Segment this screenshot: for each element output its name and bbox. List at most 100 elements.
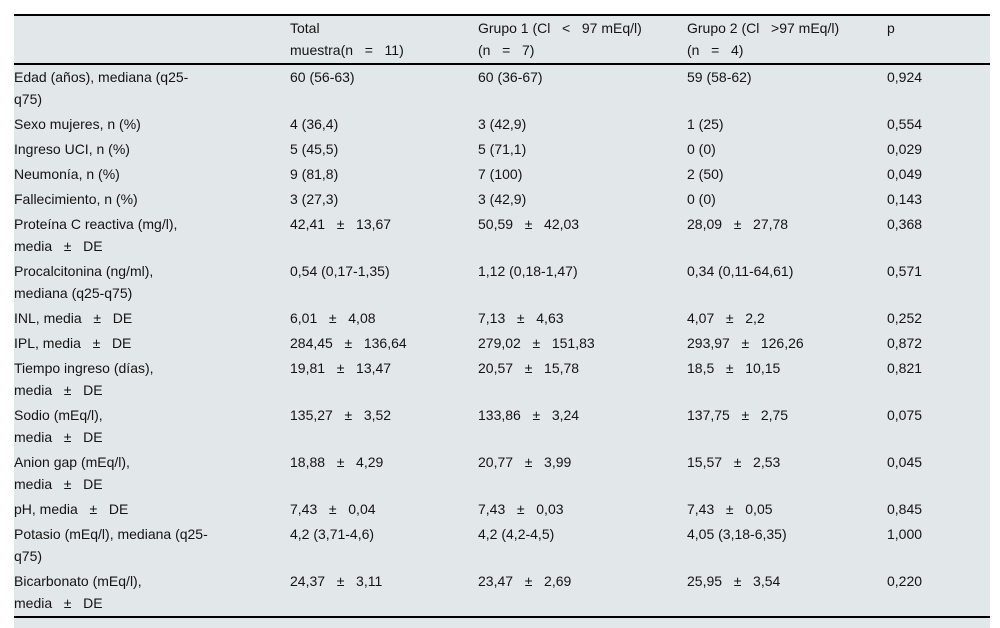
row-label-cell: Tiempo ingreso (días), media ± DE	[14, 360, 154, 398]
table-row: IPL, media ± DE 284,45 ± 136,64 279,02 ±…	[14, 331, 990, 356]
row-label-cell: Potasio (mEq/l), mediana (q25- q75)	[14, 526, 208, 564]
grupo1-cell: 4,2 (4,2-4,5)	[478, 526, 555, 542]
study-comparison-table: Total muestra(n = 11) Grupo 1 (Cl < 97 m…	[14, 16, 990, 618]
page: Total muestra(n = 11) Grupo 1 (Cl < 97 m…	[14, 14, 990, 628]
total-muestra-cell: 4 (36,4)	[290, 116, 339, 132]
table-body: Edad (años), mediana (q25- q75) 60 (56-6…	[14, 64, 990, 618]
table-row: Neumonía, n (%) 9 (81,8) 7 (100) 2 (50) …	[14, 162, 990, 187]
total-muestra-cell: 5 (45,5)	[290, 141, 339, 157]
grupo2-cell: 2 (50)	[687, 166, 724, 182]
total-muestra-cell: 6,01 ± 4,08	[290, 310, 376, 326]
grupo1-cell: 7,43 ± 0,03	[478, 501, 564, 517]
grupo1-cell: 23,47 ± 2,69	[478, 569, 687, 618]
total-muestra-cell: 135,27 ± 3,52	[290, 407, 392, 423]
grupo2-cell: 137,75 ± 2,75	[687, 407, 789, 423]
total-muestra-cell: 9 (81,8)	[290, 166, 339, 182]
table-row: Proteína C reactiva (mg/l), media ± DE 4…	[14, 212, 990, 259]
row-label-cell: Sexo mujeres, n (%)	[14, 116, 141, 132]
total-muestra-cell: 42,41 ± 13,67	[290, 216, 392, 232]
table-row: Tiempo ingreso (días), media ± DE 19,81 …	[14, 356, 990, 403]
grupo1-cell: 3 (42,9)	[478, 191, 527, 207]
p-value-cell: 0,143	[887, 191, 923, 207]
row-label-cell: Proteína C reactiva (mg/l), media ± DE	[14, 216, 178, 254]
row-label-cell: Ingreso UCI, n (%)	[14, 141, 130, 157]
row-label-cell: Fallecimiento, n (%)	[14, 191, 138, 207]
p-value-cell: 0,872	[887, 335, 923, 351]
p-value-cell: 0,075	[887, 407, 923, 423]
total-muestra-cell: 3 (27,3)	[290, 191, 339, 207]
row-label-cell: Sodio (mEq/l), media ± DE	[14, 407, 103, 445]
table-row: Edad (años), mediana (q25- q75) 60 (56-6…	[14, 64, 990, 112]
row-label-cell: Edad (años), mediana (q25- q75)	[14, 69, 189, 107]
p-value-cell: 0,924	[887, 69, 923, 85]
table-row: Fallecimiento, n (%) 3 (27,3) 3 (42,9) 0…	[14, 187, 990, 212]
grupo1-cell: 7 (100)	[478, 166, 523, 182]
grupo2-cell: 0 (0)	[687, 191, 716, 207]
row-label-cell: Bicarbonato (mEq/l), media ± DE	[14, 569, 290, 618]
p-value-cell: 0,368	[887, 216, 923, 232]
p-value-cell: 0,845	[887, 501, 923, 517]
grupo1-cell: 279,02 ± 151,83	[478, 335, 595, 351]
grupo1-cell: 5 (71,1)	[478, 141, 527, 157]
table-row: Bicarbonato (mEq/l), media ± DE 24,37 ± …	[14, 569, 990, 618]
total-muestra-cell: 4,2 (3,71-4,6)	[290, 526, 375, 542]
grupo2-cell: 18,5 ± 10,15	[687, 360, 781, 376]
grupo1-cell: 20,57 ± 15,78	[478, 360, 580, 376]
table-row: Procalcitonina (ng/ml), mediana (q25-q75…	[14, 259, 990, 306]
grupo2-cell: 293,97 ± 126,26	[687, 335, 804, 351]
grupo1-cell: 1,12 (0,18-1,47)	[478, 263, 578, 279]
table-header: Total muestra(n = 11) Grupo 1 (Cl < 97 m…	[14, 16, 990, 65]
row-label-cell: Procalcitonina (ng/ml), mediana (q25-q75…	[14, 263, 154, 301]
table-row: Sodio (mEq/l), media ± DE 135,27 ± 3,52 …	[14, 403, 990, 450]
grupo2-cell: 4,07 ± 2,2	[687, 310, 765, 326]
grupo1-cell: 133,86 ± 3,24	[478, 407, 580, 423]
study-comparison-table-wrap: Total muestra(n = 11) Grupo 1 (Cl < 97 m…	[14, 14, 990, 628]
table-row: pH, media ± DE 7,43 ± 0,04 7,43 ± 0,03 7…	[14, 497, 990, 522]
row-label-cell: Neumonía, n (%)	[14, 166, 120, 182]
table-row: Ingreso UCI, n (%) 5 (45,5) 5 (71,1) 0 (…	[14, 137, 990, 162]
grupo2-cell: 59 (58-62)	[687, 69, 752, 85]
total-muestra-cell: 284,45 ± 136,64	[290, 335, 407, 351]
p-value-cell: 0,220	[887, 569, 990, 618]
total-muestra-cell: 60 (56-63)	[290, 69, 355, 85]
grupo2-cell: 28,09 ± 27,78	[687, 216, 789, 232]
grupo1-cell: 50,59 ± 42,03	[478, 216, 580, 232]
header-total-muestra: Total muestra(n = 11)	[290, 16, 478, 65]
row-label-cell: INL, media ± DE	[14, 310, 133, 326]
table-row: Sexo mujeres, n (%) 4 (36,4) 3 (42,9) 1 …	[14, 112, 990, 137]
table-row: Anion gap (mEq/l), media ± DE 18,88 ± 4,…	[14, 450, 990, 497]
grupo2-cell: 0,34 (0,11-64,61)	[687, 263, 794, 279]
total-muestra-cell: 19,81 ± 13,47	[290, 360, 392, 376]
header-row: Total muestra(n = 11) Grupo 1 (Cl < 97 m…	[14, 16, 990, 65]
header-p-value: p	[887, 16, 990, 65]
grupo2-cell: 1 (25)	[687, 116, 724, 132]
header-grupo2: Grupo 2 (Cl >97 mEq/l) (n = 4)	[687, 16, 887, 65]
p-value-cell: 0,029	[887, 141, 923, 157]
row-label-cell: Anion gap (mEq/l), media ± DE	[14, 454, 130, 492]
row-label-cell: IPL, media ± DE	[14, 335, 132, 351]
header-grupo1: Grupo 1 (Cl < 97 mEq/l) (n = 7)	[478, 16, 687, 65]
total-muestra-cell: 24,37 ± 3,11	[290, 569, 478, 618]
p-value-cell: 0,252	[887, 310, 923, 326]
p-value-cell: 0,554	[887, 116, 923, 132]
grupo2-cell: 4,05 (3,18-6,35)	[687, 526, 787, 542]
row-label-cell: pH, media ± DE	[14, 501, 129, 517]
p-value-cell: 0,821	[887, 360, 923, 376]
grupo2-cell: 0 (0)	[687, 141, 716, 157]
grupo1-cell: 3 (42,9)	[478, 116, 527, 132]
p-value-cell: 0,571	[887, 263, 923, 279]
total-muestra-cell: 0,54 (0,17-1,35)	[290, 263, 390, 279]
grupo2-cell: 15,57 ± 2,53	[687, 454, 781, 470]
grupo1-cell: 60 (36-67)	[478, 69, 543, 85]
header-empty-cell	[14, 16, 290, 65]
p-value-cell: 1,000	[887, 526, 923, 542]
grupo1-cell: 7,13 ± 4,63	[478, 310, 564, 326]
grupo2-cell: 7,43 ± 0,05	[687, 501, 773, 517]
table-row: INL, media ± DE 6,01 ± 4,08 7,13 ± 4,63 …	[14, 306, 990, 331]
p-value-cell: 0,049	[887, 166, 923, 182]
table-row: Potasio (mEq/l), mediana (q25- q75) 4,2 …	[14, 522, 990, 569]
grupo2-cell: 25,95 ± 3,54	[687, 569, 887, 618]
total-muestra-cell: 18,88 ± 4,29	[290, 454, 384, 470]
total-muestra-cell: 7,43 ± 0,04	[290, 501, 376, 517]
grupo1-cell: 20,77 ± 3,99	[478, 454, 572, 470]
